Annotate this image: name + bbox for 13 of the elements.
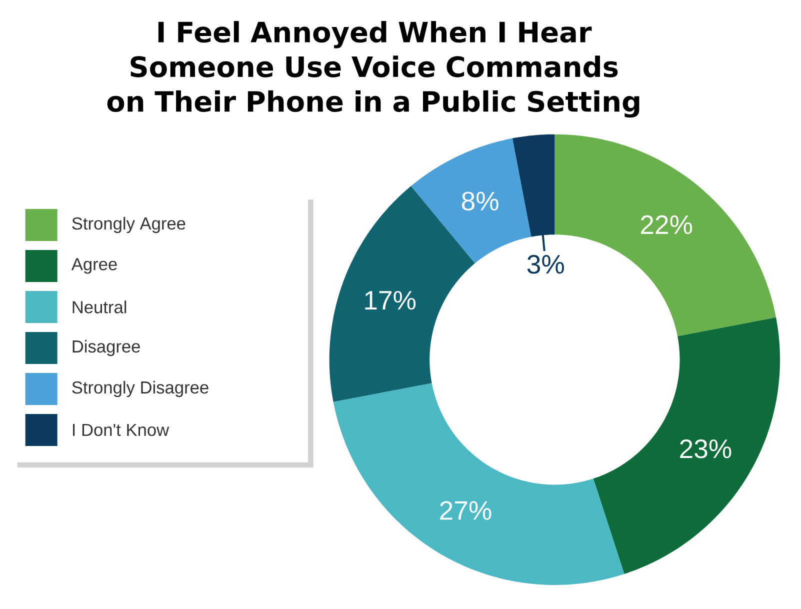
chart-title: I Feel Annoyed When I Hear Someone Use Voice Commands on Their Phone in a Public Setting [107,21,640,118]
legend-label: Disagree [72,340,140,356]
legend-label: I Don't Know [72,424,170,436]
data-label: 22% [641,215,692,234]
data-label: 8% [462,192,498,211]
legend-label: Neutral [72,300,126,314]
data-label: 3% [527,254,564,274]
data-label: 17% [365,290,416,310]
legend-label: Strongly Disagree [72,380,208,398]
data-label: 23% [680,439,732,458]
legend-label: Agree [71,258,117,274]
data-label: 27% [440,501,492,520]
legend-label: Strongly Agree [72,216,186,234]
